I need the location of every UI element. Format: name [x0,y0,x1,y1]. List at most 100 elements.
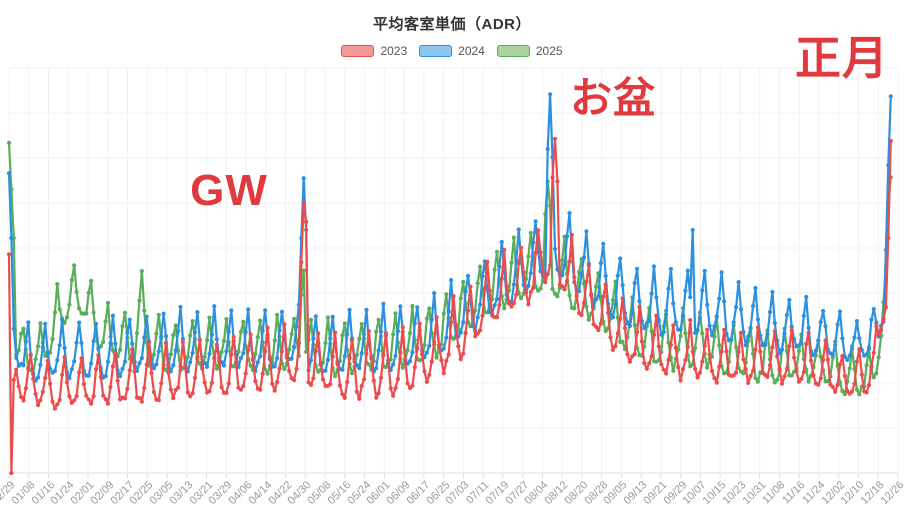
data-point-2025 [205,338,210,343]
data-point-2025 [142,308,147,313]
data-point-2024 [127,317,132,322]
data-point-2024 [632,281,637,286]
data-point-2023 [543,280,548,285]
data-point-2024 [492,303,497,308]
data-point-2023 [620,296,625,301]
data-point-2023 [664,371,669,376]
data-point-2023 [48,381,53,386]
data-point-2024 [789,324,794,329]
data-point-2023 [9,470,14,476]
data-point-2023 [521,270,526,275]
data-point-2025 [393,311,398,316]
data-point-2024 [765,332,770,337]
data-point-2023 [265,325,270,330]
data-point-2025 [741,371,746,376]
data-point-2023 [593,324,599,329]
data-point-2025 [342,321,347,326]
data-point-2023 [19,394,24,399]
data-point-2024 [813,348,819,353]
data-point-2024 [816,338,821,343]
legend-item-2025[interactable]: 2025 [496,44,563,58]
data-point-2023 [398,350,403,355]
data-point-2024 [857,336,862,341]
data-point-2024 [415,305,420,310]
data-point-2023 [74,394,79,399]
data-point-2024 [746,334,751,339]
data-point-2024 [866,345,872,350]
data-point-2025 [64,315,70,320]
data-point-2024 [407,359,413,364]
data-point-2024 [499,239,504,245]
data-point-2023 [789,328,794,333]
data-point-2024 [642,326,647,331]
data-point-2024 [180,336,185,342]
data-point-2024 [748,325,753,330]
legend-item-2024[interactable]: 2024 [419,44,485,58]
data-point-2023 [801,370,806,375]
data-point-2023 [67,394,72,399]
data-point-2023 [229,352,234,357]
data-point-2023 [702,343,707,349]
data-point-2023 [746,380,751,385]
data-point-2025 [427,306,432,311]
data-point-2025 [103,319,108,324]
data-point-2024 [26,320,31,325]
data-point-2025 [770,373,775,378]
data-point-2024 [847,353,852,358]
data-point-2024 [110,313,115,318]
data-point-2024 [35,375,41,380]
data-point-2024 [784,312,790,318]
data-point-2024 [212,304,217,309]
data-point-2023 [200,365,205,370]
data-point-2023 [287,369,292,374]
data-point-2024 [21,363,26,368]
data-point-2023 [81,382,86,387]
data-point-2023 [50,399,55,404]
data-point-2025 [16,348,21,353]
data-point-2024 [364,307,369,312]
data-point-2024 [171,363,176,368]
data-point-2024 [475,315,480,320]
data-point-2025 [323,340,328,346]
data-point-2023 [514,292,519,297]
data-point-2025 [308,317,314,322]
data-point-2023 [316,331,321,336]
data-point-2024 [325,357,330,363]
data-point-2023 [190,391,195,396]
data-point-2024 [6,171,12,176]
data-point-2024 [357,366,362,371]
data-point-2025 [84,311,89,316]
data-point-2023 [647,361,652,366]
data-point-2025 [441,311,446,316]
data-point-2024 [818,320,823,325]
data-point-2023 [465,308,471,313]
data-point-2025 [796,348,802,354]
data-point-2023 [72,398,77,403]
data-point-2025 [678,333,683,338]
legend-item-2023[interactable]: 2023 [341,44,407,58]
data-point-2023 [357,396,362,401]
data-point-2024 [328,336,333,341]
data-point-2023 [14,367,19,372]
data-point-2025 [717,343,722,348]
data-point-2023 [378,375,384,380]
data-point-2023 [509,304,514,309]
data-point-2024 [804,294,809,300]
data-point-2024 [376,348,381,353]
data-point-2024 [52,368,58,374]
data-point-2025 [424,316,429,321]
data-point-2023 [263,349,268,354]
data-point-2025 [871,375,876,380]
data-point-2024 [465,273,471,279]
data-point-2023 [62,355,67,360]
data-point-2024 [113,341,118,346]
data-point-2025 [475,281,480,286]
data-point-2024 [463,289,468,294]
data-point-2025 [444,292,449,297]
data-point-2023 [613,344,618,349]
data-point-2023 [618,316,623,321]
data-point-2024 [221,363,227,368]
data-point-2025 [461,279,466,284]
data-point-2023 [830,384,835,389]
